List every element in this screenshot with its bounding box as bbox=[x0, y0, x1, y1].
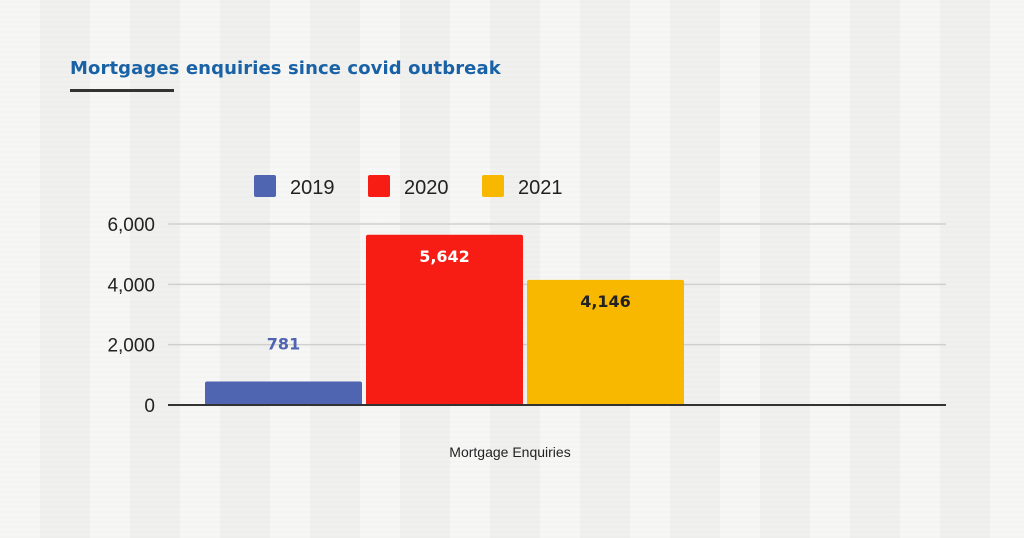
chart-title: Mortgages enquiries since covid outbreak bbox=[70, 58, 501, 79]
bar-2021 bbox=[527, 279, 684, 405]
data-label-2019: 781 bbox=[267, 334, 300, 353]
data-label-2020: 5,642 bbox=[419, 247, 470, 266]
legend-swatch-2021 bbox=[482, 175, 504, 197]
data-label-2021: 4,146 bbox=[580, 292, 631, 311]
y-tick-label: 6,000 bbox=[107, 215, 155, 236]
y-tick-label: 0 bbox=[144, 396, 155, 417]
legend-swatch-2019 bbox=[254, 175, 276, 197]
legend-label-2021: 2021 bbox=[518, 177, 563, 199]
x-axis-label: Mortgage Enquiries bbox=[449, 444, 570, 460]
legend-label-2020: 2020 bbox=[404, 177, 449, 199]
y-tick-label: 2,000 bbox=[107, 336, 155, 357]
y-tick-label: 4,000 bbox=[107, 275, 155, 296]
legend-label-2019: 2019 bbox=[290, 177, 335, 199]
legend-swatch-2020 bbox=[368, 175, 390, 197]
bar-2020 bbox=[366, 234, 523, 405]
bar-2019 bbox=[205, 381, 362, 405]
title-underline bbox=[70, 89, 174, 92]
